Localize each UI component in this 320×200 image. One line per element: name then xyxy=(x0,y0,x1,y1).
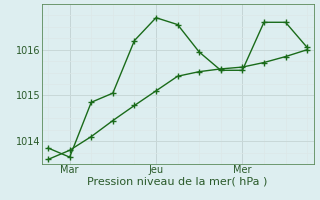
X-axis label: Pression niveau de la mer( hPa ): Pression niveau de la mer( hPa ) xyxy=(87,177,268,187)
